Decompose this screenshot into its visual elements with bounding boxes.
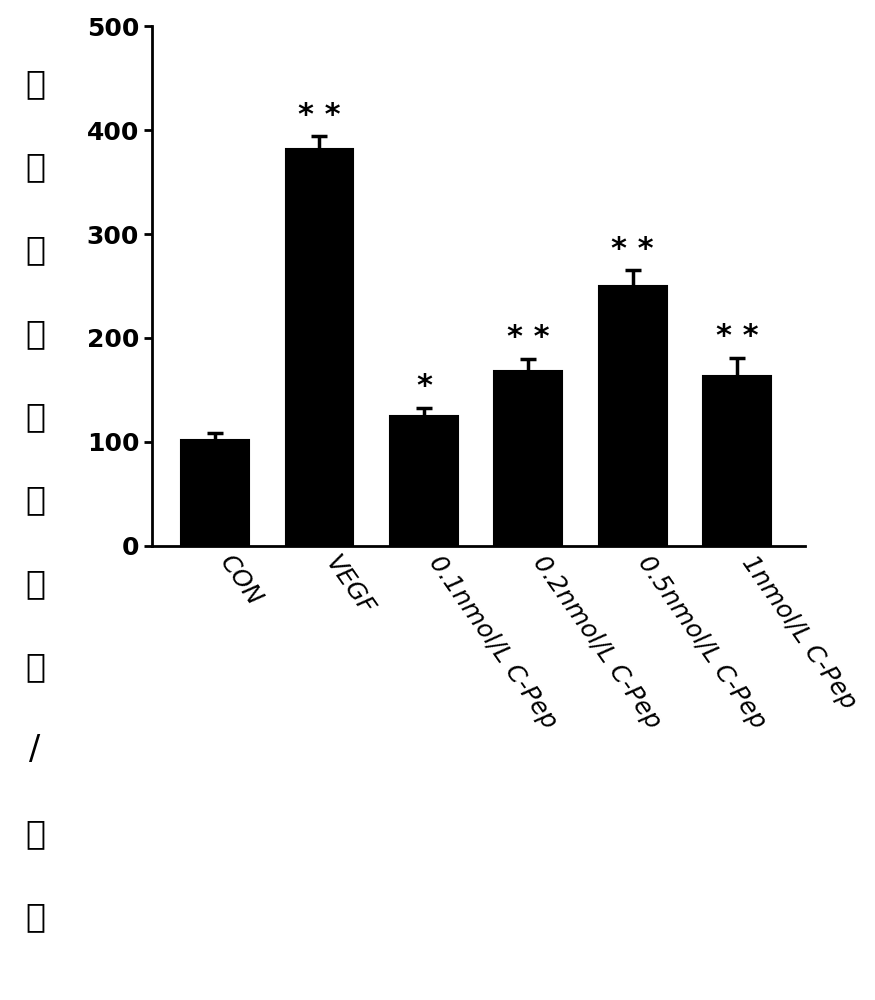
Text: /: /	[30, 734, 40, 766]
Text: * *: * *	[612, 235, 654, 264]
Bar	[598, 286, 667, 546]
Bar	[704, 376, 771, 546]
Text: 胞: 胞	[25, 400, 45, 433]
Text: * *: * *	[716, 322, 759, 351]
Text: *: *	[416, 372, 432, 401]
Text: 数: 数	[25, 567, 45, 600]
Text: 量: 量	[25, 650, 45, 683]
Text: 细: 细	[25, 317, 45, 350]
Text: * *: * *	[507, 323, 550, 352]
Text: 的: 的	[25, 484, 45, 516]
Bar	[285, 149, 354, 546]
Text: * *: * *	[298, 101, 340, 130]
Text: 移: 移	[25, 150, 45, 183]
Bar	[494, 371, 563, 546]
Text: 的: 的	[25, 233, 45, 266]
Bar	[390, 416, 458, 546]
Bar	[181, 440, 249, 546]
Text: 视: 视	[25, 817, 45, 850]
Text: 迁: 迁	[25, 67, 45, 100]
Text: 野: 野	[25, 900, 45, 933]
